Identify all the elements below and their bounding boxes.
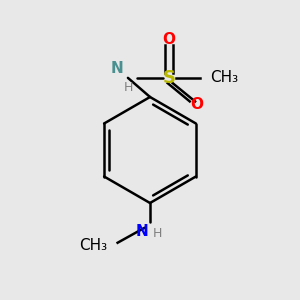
Text: N: N (136, 224, 148, 238)
Text: O: O (190, 97, 204, 112)
Text: S: S (163, 69, 176, 87)
Text: H: H (153, 226, 162, 240)
Text: O: O (163, 32, 176, 47)
Text: CH₃: CH₃ (79, 238, 107, 253)
Text: N: N (111, 61, 124, 76)
Text: CH₃: CH₃ (210, 70, 238, 86)
Text: H: H (124, 81, 134, 94)
